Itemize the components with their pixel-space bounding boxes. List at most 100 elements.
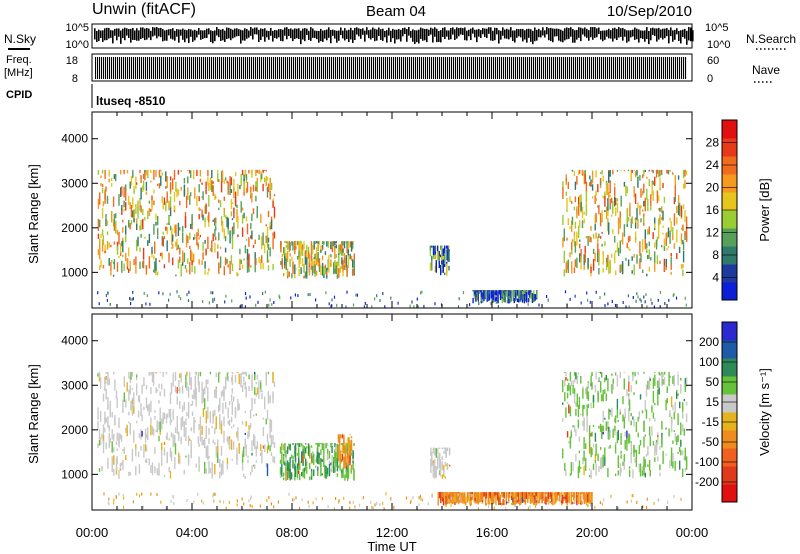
velocity-scatter-mark — [129, 384, 131, 395]
power-scatter-mark — [336, 274, 339, 279]
velocity-scatter-mark — [301, 443, 303, 447]
velocity-scatter-mark — [343, 446, 345, 450]
power-near-range-mark — [333, 295, 336, 299]
velocity-scatter-mark — [524, 492, 527, 505]
power-scatter-mark — [674, 175, 676, 189]
velocity-scatter-mark — [243, 446, 245, 457]
velocity-scatter-mark — [145, 433, 148, 438]
power-scatter-mark — [125, 252, 127, 262]
velocity-scatter-mark — [538, 498, 541, 503]
nsky-bar — [250, 27, 252, 36]
velocity-scatter-mark — [269, 445, 271, 452]
velocity-scatter-mark — [578, 396, 581, 409]
power-scatter-mark — [314, 253, 316, 260]
velocity-near-range-mark — [213, 499, 215, 503]
velocity-scatter-mark — [591, 373, 593, 376]
velocity-scatter-mark — [207, 406, 209, 419]
velocity-scatter-mark — [568, 404, 570, 414]
velocity-scatter-mark — [661, 371, 663, 375]
velocity-scatter-mark — [515, 494, 517, 504]
freq-bar — [513, 57, 515, 79]
velocity-scatter-mark — [156, 468, 158, 476]
velocity-scatter-mark — [220, 422, 223, 435]
power-scatter-mark — [334, 260, 336, 273]
power-scatter-mark — [166, 176, 168, 189]
velocity-scatter-mark — [333, 457, 335, 464]
power-near-range-mark — [595, 290, 597, 294]
velocity-scatter-mark — [162, 371, 164, 377]
freq-bar — [625, 57, 627, 79]
velocity-scatter-mark — [155, 429, 157, 432]
power-scatter-mark — [175, 181, 177, 192]
power-near-range-mark — [580, 301, 582, 305]
freq-bar — [497, 57, 499, 79]
velocity-scatter-mark — [655, 439, 658, 443]
velocity-near-range-mark — [172, 495, 174, 499]
velocity-scatter-mark — [279, 467, 282, 475]
power-scatter-mark — [121, 204, 123, 212]
velocity-scatter-mark — [676, 389, 678, 393]
velocity-scatter-mark — [434, 459, 436, 472]
power-scatter-mark — [248, 237, 250, 247]
velocity-scatter-mark — [648, 418, 651, 422]
velocity-scatter-mark — [122, 409, 124, 413]
velocity-scatter-mark — [600, 381, 602, 393]
velocity-scatter-mark — [159, 391, 161, 397]
velocity-scatter-mark — [556, 492, 558, 498]
velocity-scatter-mark — [535, 493, 538, 501]
velocity-scatter-mark — [150, 417, 152, 425]
velocity-scatter-mark — [170, 382, 173, 394]
freq-bar — [467, 57, 469, 79]
velocity-scatter-mark — [662, 450, 664, 464]
power-scatter-mark — [144, 169, 146, 174]
power-scatter-mark — [175, 241, 177, 247]
freq-bar — [109, 57, 111, 79]
freq-bar — [619, 57, 621, 79]
velocity-scatter-mark — [644, 459, 646, 462]
velocity-scatter-mark — [302, 468, 304, 478]
power-scatter-mark — [207, 272, 209, 275]
freq-bar — [111, 57, 113, 79]
velocity-scatter-mark — [260, 382, 262, 390]
velocity-scatter-mark — [677, 373, 679, 386]
power-scatter-mark — [187, 187, 189, 201]
power-near-range-mark — [186, 293, 188, 297]
freq-bar — [337, 57, 339, 79]
velocity-scatter-mark — [187, 386, 190, 398]
power-scatter-mark — [321, 248, 324, 251]
velocity-scatter-mark — [604, 377, 606, 383]
velocity-scatter-mark — [270, 435, 273, 448]
velocity-scatter-mark — [265, 463, 267, 468]
velocity-scatter-mark — [680, 439, 682, 447]
nsky-bar — [106, 27, 108, 41]
power-scatter-mark — [607, 183, 609, 189]
power-near-range-mark — [255, 303, 257, 307]
velocity-scatter-mark — [223, 416, 225, 427]
velocity-scatter-mark — [600, 423, 602, 432]
velocity-scatter-mark — [586, 414, 588, 425]
velocity-near-range-mark — [505, 506, 507, 510]
velocity-near-range-mark — [107, 501, 109, 505]
velocity-scatter-mark — [570, 430, 572, 438]
velocity-scatter-mark — [105, 371, 107, 375]
power-scatter-mark — [125, 225, 127, 235]
power-scatter-mark — [113, 220, 116, 231]
power-scatter-mark — [198, 237, 200, 240]
power-scatter-mark — [177, 259, 180, 269]
power-scatter-mark — [615, 250, 617, 253]
power-scatter-mark — [583, 218, 585, 224]
velocity-scatter-mark — [305, 458, 307, 471]
velocity-scatter-mark — [144, 443, 147, 452]
cpid-row: CPID ltuseq -8510 — [6, 84, 166, 108]
freq-bar — [405, 57, 407, 79]
power-scatter-mark — [245, 216, 248, 222]
power-scatter-mark — [573, 206, 576, 211]
velocity-scatter-mark — [219, 471, 221, 479]
power-scatter-mark — [231, 229, 234, 239]
velocity-scatter-mark — [115, 458, 118, 471]
velocity-scatter-mark — [303, 467, 306, 473]
power-near-range-mark — [653, 305, 655, 309]
power-scatter-mark — [301, 249, 304, 257]
velocity-scatter-mark — [340, 450, 342, 464]
power-scatter-mark — [602, 175, 604, 182]
